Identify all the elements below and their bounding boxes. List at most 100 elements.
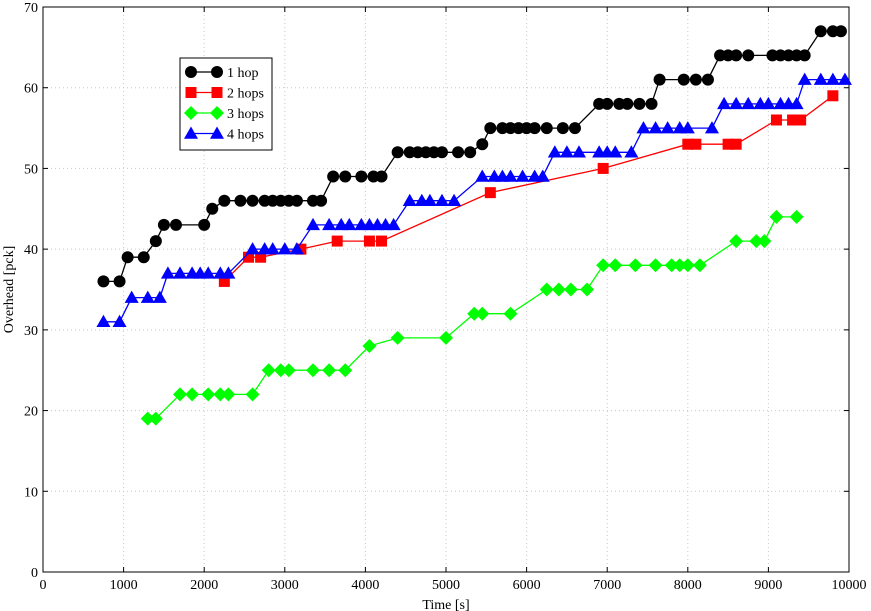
series-2-hops	[218, 90, 839, 287]
data-point	[447, 193, 462, 206]
data-point	[452, 146, 465, 159]
x-tick-label: 3000	[271, 578, 299, 593]
data-point	[467, 306, 482, 321]
data-point	[730, 138, 742, 150]
data-point	[827, 90, 839, 102]
data-point	[112, 314, 127, 328]
data-point	[789, 96, 804, 110]
data-point	[547, 145, 562, 158]
data-point	[559, 145, 574, 158]
data-point	[362, 339, 377, 353]
data-point	[571, 145, 586, 158]
data-point	[201, 266, 216, 279]
data-point	[290, 194, 303, 207]
data-point	[246, 194, 259, 207]
data-point	[729, 234, 744, 249]
y-axis-title: Overhead [pck]	[2, 246, 17, 333]
data-point	[315, 194, 328, 207]
data-point	[245, 387, 260, 402]
data-point	[213, 387, 228, 402]
data-point	[795, 114, 807, 126]
data-point	[363, 235, 375, 247]
data-point	[201, 387, 216, 402]
data-point	[261, 363, 276, 378]
data-point	[338, 363, 353, 378]
data-point	[221, 387, 236, 402]
data-point	[281, 363, 296, 378]
legend-marker	[185, 66, 197, 78]
legend-marker	[211, 66, 223, 78]
data-point	[376, 235, 388, 247]
data-point	[185, 387, 200, 402]
data-point	[645, 97, 658, 110]
data-point	[568, 122, 581, 135]
x-tick-label: 0	[40, 578, 47, 593]
data-point	[690, 138, 702, 150]
data-point	[422, 193, 437, 206]
data-point	[814, 25, 827, 38]
data-point	[717, 96, 732, 110]
series-4-hops	[96, 72, 852, 328]
data-point	[837, 72, 852, 85]
y-tick-label: 10	[24, 485, 38, 500]
data-point	[484, 187, 496, 199]
data-point	[730, 49, 743, 62]
data-point	[580, 282, 595, 297]
y-tick-label: 0	[31, 566, 38, 581]
x-tick-label: 1000	[110, 578, 138, 593]
y-tick-label: 20	[24, 405, 38, 420]
data-point	[701, 73, 714, 86]
data-point	[113, 275, 126, 288]
data-point	[218, 275, 230, 287]
data-point	[152, 290, 167, 303]
data-point	[157, 218, 170, 231]
legend-entry: 1 hop	[185, 66, 259, 81]
legend-entry: 2 hops	[185, 87, 264, 102]
y-tick-label: 30	[24, 324, 38, 339]
data-point	[797, 72, 812, 85]
data-point	[648, 121, 663, 134]
data-point	[672, 258, 687, 273]
data-point	[137, 251, 150, 264]
data-point	[306, 363, 321, 378]
data-point	[375, 170, 388, 183]
data-point	[601, 97, 614, 110]
data-point	[169, 218, 182, 231]
data-point	[556, 122, 569, 135]
axis-labels: Time [s] Overhead [pck]	[2, 246, 470, 611]
series-1-hop	[97, 25, 847, 288]
data-point	[206, 202, 219, 215]
data-point	[339, 170, 352, 183]
data-point	[813, 72, 828, 85]
data-point	[322, 363, 337, 378]
legend-marker	[184, 126, 198, 139]
x-tick-label: 10000	[832, 578, 867, 593]
data-point	[834, 25, 847, 38]
data-point	[722, 138, 734, 150]
data-point	[608, 258, 623, 273]
data-point	[277, 242, 292, 255]
data-point	[704, 121, 719, 134]
data-point	[680, 258, 695, 273]
data-point	[96, 314, 111, 328]
data-point	[503, 169, 518, 182]
data-point	[140, 411, 155, 426]
x-tick-label: 9000	[754, 578, 782, 593]
data-point	[342, 217, 357, 231]
data-point	[221, 266, 236, 279]
data-point	[628, 258, 643, 273]
data-point	[97, 275, 110, 288]
x-tick-label: 8000	[674, 578, 702, 593]
data-point	[664, 258, 679, 273]
legend-marker	[210, 126, 224, 139]
data-point	[689, 73, 702, 86]
data-point	[741, 96, 756, 110]
legend-label: 4 hops	[227, 128, 264, 143]
data-point	[121, 251, 134, 264]
data-point	[243, 251, 255, 263]
data-point	[435, 146, 448, 159]
data-point	[173, 387, 188, 402]
x-tick-label: 4000	[351, 578, 379, 593]
data-point	[331, 235, 343, 247]
